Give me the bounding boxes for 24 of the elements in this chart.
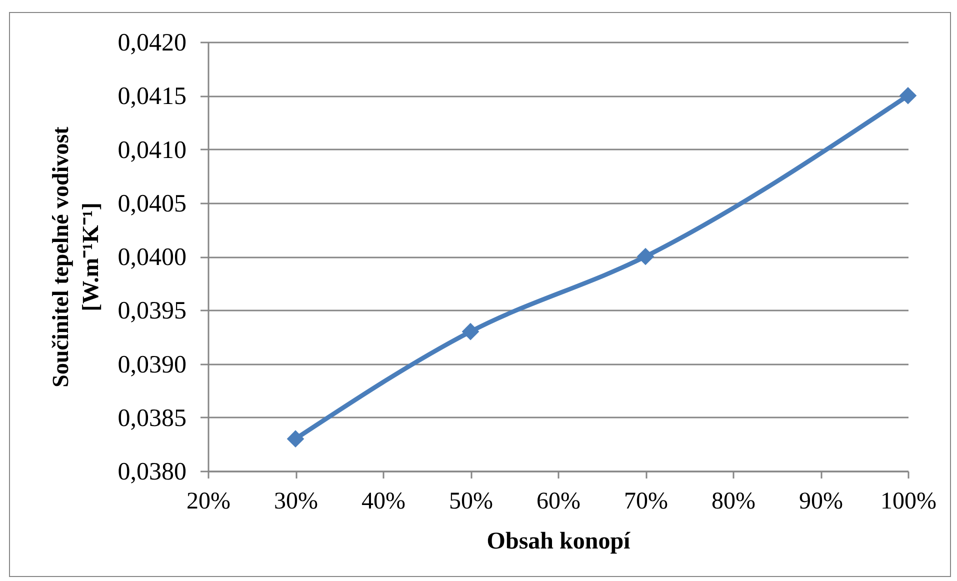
y-axis-title: Součinitel tepelné vodivost [W.m⁻¹K⁻¹] — [48, 126, 103, 388]
x-tick-label: 70% — [624, 488, 668, 514]
point — [636, 248, 654, 266]
y-tick-label: 0,0415 — [118, 83, 186, 110]
point — [899, 86, 917, 104]
x-tick-label: 90% — [799, 488, 843, 514]
point — [462, 322, 480, 340]
x-tick-label: 50% — [449, 488, 493, 514]
y-tick-label: 0,0420 — [118, 30, 186, 56]
y-tick-label: 0,0405 — [118, 190, 186, 218]
x-tick-label: 60% — [536, 488, 580, 514]
y-tick-label: 0,0390 — [118, 351, 186, 378]
y-tick-label: 0,0395 — [118, 298, 186, 325]
x-tick-label: 30% — [274, 488, 318, 514]
x-axis-title: Obsah konopí — [486, 528, 631, 554]
x-tick-label: 100% — [880, 488, 936, 514]
y-tick-label: 0,0410 — [118, 136, 186, 164]
y-tick-label: 0,0380 — [118, 458, 186, 486]
point — [286, 430, 304, 448]
x-tick-label: 40% — [362, 488, 406, 514]
x-tick-label: 20% — [186, 488, 230, 514]
y-tick-label: 0,0400 — [118, 244, 186, 271]
y-tick-label: 0,0385 — [118, 404, 186, 432]
x-tick-label: 80% — [712, 488, 756, 514]
